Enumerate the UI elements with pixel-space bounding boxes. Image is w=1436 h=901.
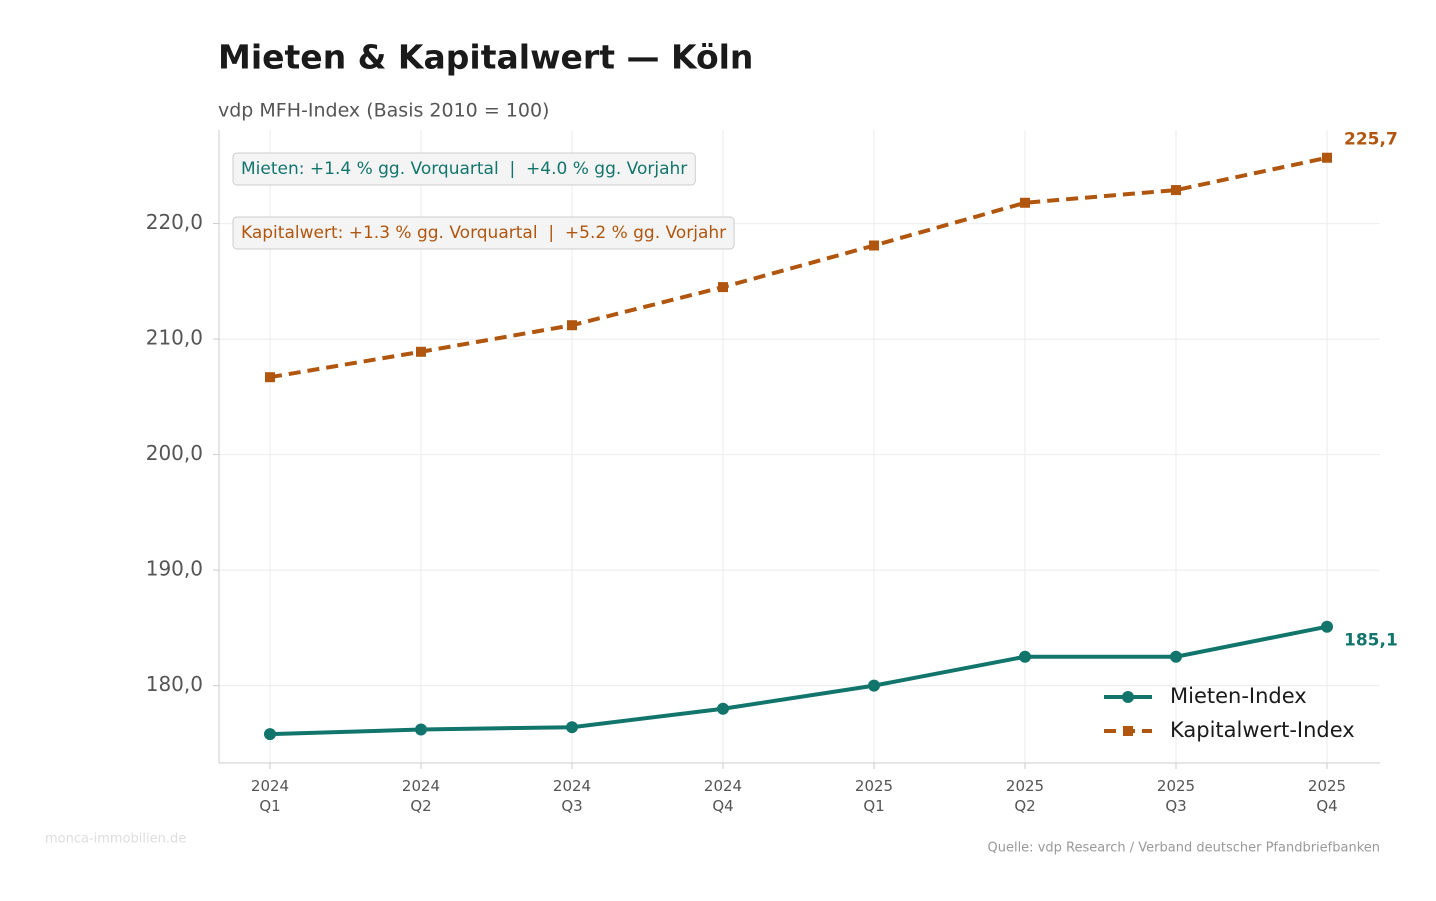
point [869,240,879,251]
x-tick-label-line: Q3 [561,797,582,815]
point [1321,620,1333,633]
x-tick-label: 2024 Q2 [402,777,440,815]
point [1170,650,1182,663]
value-label: 225,7 [1344,130,1398,150]
point [265,372,275,383]
x-tick-label-line: Q1 [863,797,884,815]
x-tick-label-line: 2024 [553,777,591,795]
y-tick-label: 180,0 [146,672,203,696]
annotation-box: Mieten: +1.4 % gg. Vorquartal | +4.0 % g… [232,152,696,186]
x-tick-label: 2024 Q4 [704,777,742,815]
annotation-bg [232,152,696,186]
point [718,282,728,293]
x-tick-label-line: 2025 [1157,777,1195,795]
x-tick-label-line: 2024 [402,777,440,795]
legend-label: Mieten-Index [1170,684,1307,708]
point [566,721,578,734]
y-tick-label: 210,0 [146,326,203,350]
line [269,155,1328,380]
annotation-bg [232,216,735,250]
point [868,679,880,692]
point [1322,152,1332,163]
point [415,723,427,736]
x-tick-label: 2024 Q1 [251,777,289,815]
x-tick-label-line: Q1 [259,797,280,815]
legend-marker [1123,726,1133,736]
x-tick-label-line: 2025 [1006,777,1044,795]
x-tick-label-line: 2025 [1308,777,1346,795]
x-tick-label-line: 2025 [855,777,893,795]
legend-marker [1122,691,1134,703]
watermark: monca-immobilien.de [45,832,186,847]
x-tick-label-line: Q4 [1316,797,1337,815]
point [264,728,276,741]
x-tick-label: 2025 Q1 [855,777,893,815]
legend-label: Kapitalwert-Index [1170,718,1355,742]
x-tick-label: 2025 Q4 [1308,777,1346,815]
x-tick-label: 2024 Q3 [553,777,591,815]
value-label: 185,1 [1344,631,1398,651]
x-tick-label: 2025 Q2 [1006,777,1044,815]
annotation: Kapitalwert: +1.3 % gg. Vorquartal | +5.… [241,223,726,243]
x-tick-label-line: 2024 [704,777,742,795]
y-tick-label: 220,0 [146,210,203,234]
x-tick-label-line: Q2 [1014,797,1035,815]
annotation-box: Kapitalwert: +1.3 % gg. Vorquartal | +5.… [232,216,735,250]
y-tick-label: 190,0 [146,557,203,581]
line [269,624,1328,737]
x-tick-label: 2025 Q3 [1157,777,1195,815]
point [717,702,729,715]
chart-subtitle: vdp MFH-Index (Basis 2010 = 100) [218,100,549,122]
point [1020,197,1030,208]
point [416,346,426,357]
y-tick-label: 200,0 [146,441,203,465]
chart-title: Mieten & Kapitalwert — Köln [218,38,753,77]
x-tick-label-line: 2024 [251,777,289,795]
point [567,320,577,331]
x-tick-label-line: Q2 [410,797,431,815]
x-tick-label-line: Q4 [712,797,733,815]
x-tick-label-line: Q3 [1165,797,1186,815]
point [1171,185,1181,196]
point [1019,650,1031,663]
source: Quelle: vdp Research / Verband deutscher… [987,841,1380,856]
annotation: Mieten: +1.4 % gg. Vorquartal | +4.0 % g… [241,159,687,179]
